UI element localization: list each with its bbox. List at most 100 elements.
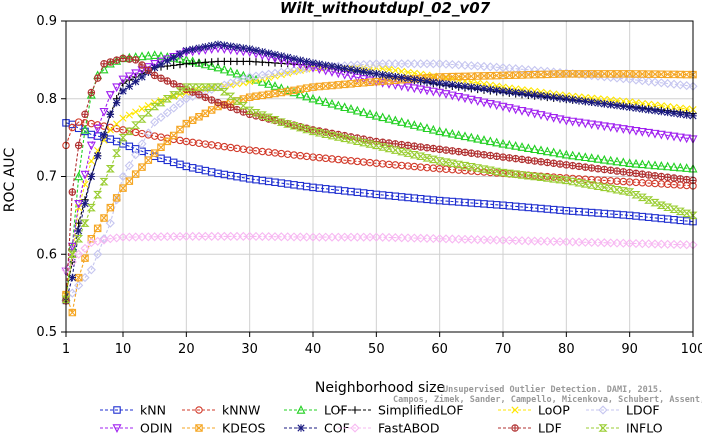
- point-INFLO-15: [150, 102, 160, 111]
- series-line-ODIN: [65, 47, 694, 272]
- point-COF-43: [328, 62, 336, 70]
- point-FastABOD-41: [314, 232, 324, 242]
- point-FastABOD-34: [270, 232, 280, 242]
- point-COF-19: [176, 50, 184, 58]
- point-COF-83: [581, 97, 590, 106]
- point-INFLO-57: [416, 152, 426, 161]
- point-SimplifiedLOF-25: [214, 57, 222, 66]
- point-KDEOS-15: [150, 149, 159, 157]
- point-LDF-16: [157, 74, 165, 82]
- point-FastABOD-25: [213, 231, 223, 241]
- point-LDOF-66: [473, 61, 483, 71]
- point-KDEOS-94: [651, 70, 659, 78]
- point-LDOF-72: [511, 64, 521, 74]
- point-FastABOD-96: [663, 239, 673, 249]
- point-LoOP-30: [246, 78, 254, 86]
- point-LOF-72: [511, 141, 521, 150]
- point-LOF-47: [352, 105, 362, 115]
- point-LDOF-7: [99, 234, 109, 244]
- point-KDEOS-34: [271, 89, 279, 98]
- point-LDOF-99: [682, 81, 692, 91]
- legend-marker-LDF: [511, 424, 519, 432]
- point-FastABOD-51: [378, 232, 388, 242]
- point-FastABOD-4: [80, 243, 90, 253]
- point-INFLO-32: [257, 111, 267, 119]
- point-ODIN-9: [112, 83, 122, 93]
- point-LDF-85: [594, 165, 602, 173]
- point-COF-55: [404, 74, 412, 83]
- point-LDF-69: [492, 152, 501, 160]
- point-INFLO-93: [644, 196, 654, 204]
- point-INFLO-86: [599, 183, 609, 192]
- point-LDOF-59: [428, 59, 438, 69]
- point-LDF-17: [163, 77, 172, 85]
- point-LoOP-5: [87, 157, 95, 165]
- point-SimplifiedLOF-22: [195, 59, 203, 67]
- point-INFLO-82: [574, 178, 584, 187]
- point-COF-2: [68, 273, 77, 282]
- point-COF-75: [530, 91, 539, 99]
- point-LDF-64: [461, 148, 469, 157]
- point-INFLO-28: [232, 97, 242, 105]
- point-INFLO-56: [409, 150, 419, 159]
- point-LOF-89: [618, 157, 628, 167]
- point-FastABOD-72: [511, 235, 521, 246]
- point-ODIN-3: [74, 199, 84, 209]
- point-LDOF-56: [409, 59, 419, 69]
- point-LOF-45: [340, 102, 350, 112]
- point-COF-28: [233, 43, 241, 51]
- point-ODIN-57: [416, 85, 426, 95]
- point-COF-97: [670, 109, 678, 117]
- point-LOF-26: [219, 64, 229, 74]
- point-COF-4: [81, 200, 89, 208]
- point-LDOF-93: [644, 76, 654, 86]
- point-ODIN-70: [498, 102, 508, 112]
- point-INFLO-97: [669, 205, 679, 214]
- point-ODIN-83: [580, 119, 590, 129]
- point-KDEOS-13: [138, 163, 146, 171]
- point-FastABOD-60: [435, 234, 445, 244]
- point-LOF-16: [156, 51, 166, 60]
- point-COF-49: [366, 69, 374, 77]
- point-LoOP-97: [670, 103, 678, 111]
- point-LOF-40: [308, 93, 318, 103]
- point-FastABOD-10: [118, 232, 128, 242]
- point-ODIN-82: [574, 118, 584, 128]
- point-ODIN-85: [593, 121, 603, 131]
- point-LDOF-53: [390, 59, 400, 69]
- point-COF-88: [613, 101, 621, 110]
- point-FastABOD-29: [238, 231, 248, 241]
- point-INFLO-2: [67, 250, 77, 258]
- point-INFLO-55: [403, 149, 413, 157]
- point-INFLO-25: [213, 83, 223, 91]
- point-LOF-88: [612, 156, 622, 166]
- point-LoOP-13: [138, 105, 146, 113]
- point-LOF-87: [606, 155, 616, 165]
- point-KDEOS-18: [169, 131, 178, 140]
- point-LDF-63: [454, 147, 463, 156]
- point-LDF-7: [100, 60, 108, 68]
- legend-marker-INFLO: [598, 424, 608, 432]
- legend-item-kNN: kNN: [100, 403, 166, 418]
- point-SimplifiedLOF-18: [169, 61, 178, 70]
- point-KDEOS-87: [606, 70, 615, 78]
- point-COF-77: [543, 92, 552, 101]
- point-FastABOD-38: [295, 232, 305, 242]
- point-FastABOD-99: [682, 240, 692, 250]
- point-LOF-49: [365, 109, 375, 118]
- point-SimplifiedLOF-3: [74, 219, 83, 227]
- point-LDF-61: [442, 146, 450, 154]
- point-LDF-75: [530, 157, 539, 165]
- point-INFLO-19: [175, 87, 185, 95]
- point-INFLO-30: [245, 106, 255, 115]
- point-LDF-8: [106, 58, 115, 66]
- legend-marker-FastABOD: [350, 423, 360, 433]
- point-COF-58: [423, 77, 431, 86]
- point-COF-37: [290, 55, 298, 63]
- point-LOF-39: [302, 91, 312, 101]
- point-FastABOD-18: [169, 231, 179, 242]
- point-LOF-68: [485, 136, 495, 146]
- point-LOF-85: [593, 154, 603, 163]
- point-COF-39: [302, 57, 311, 66]
- point-LDF-83: [581, 163, 590, 171]
